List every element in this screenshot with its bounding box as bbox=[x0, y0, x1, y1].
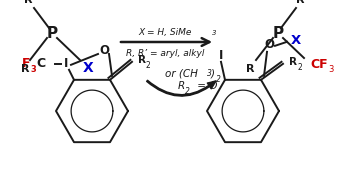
Text: 2: 2 bbox=[185, 87, 189, 95]
Text: ): ) bbox=[211, 69, 215, 79]
Text: R: R bbox=[246, 64, 254, 74]
Text: 3: 3 bbox=[207, 70, 211, 78]
FancyArrowPatch shape bbox=[147, 80, 216, 96]
Text: R: R bbox=[138, 55, 146, 65]
Text: O: O bbox=[99, 43, 109, 57]
Text: F: F bbox=[22, 57, 30, 70]
Text: R: R bbox=[21, 64, 29, 74]
Text: C: C bbox=[36, 57, 46, 70]
Text: 2: 2 bbox=[146, 61, 151, 70]
Text: P: P bbox=[47, 26, 57, 42]
Text: = O: = O bbox=[194, 81, 217, 91]
Text: 2: 2 bbox=[216, 74, 220, 84]
Text: X = H, SiMe: X = H, SiMe bbox=[138, 29, 192, 37]
Text: R’: R’ bbox=[295, 0, 308, 5]
Text: I: I bbox=[64, 57, 68, 70]
Text: R, R’ = aryl, alkyl: R, R’ = aryl, alkyl bbox=[126, 49, 204, 57]
Text: X: X bbox=[291, 34, 301, 47]
Text: I: I bbox=[219, 49, 223, 62]
Text: CF: CF bbox=[310, 57, 328, 70]
Text: 3: 3 bbox=[212, 30, 216, 36]
Text: R: R bbox=[289, 57, 297, 67]
Text: R: R bbox=[177, 81, 185, 91]
Text: P: P bbox=[272, 26, 284, 42]
Text: 3: 3 bbox=[328, 66, 334, 74]
Text: 3: 3 bbox=[30, 65, 36, 74]
Text: or (CH: or (CH bbox=[165, 69, 198, 79]
Text: O: O bbox=[264, 38, 274, 51]
Text: 2: 2 bbox=[297, 63, 302, 72]
Text: X: X bbox=[83, 61, 94, 75]
Text: R’: R’ bbox=[23, 0, 36, 5]
